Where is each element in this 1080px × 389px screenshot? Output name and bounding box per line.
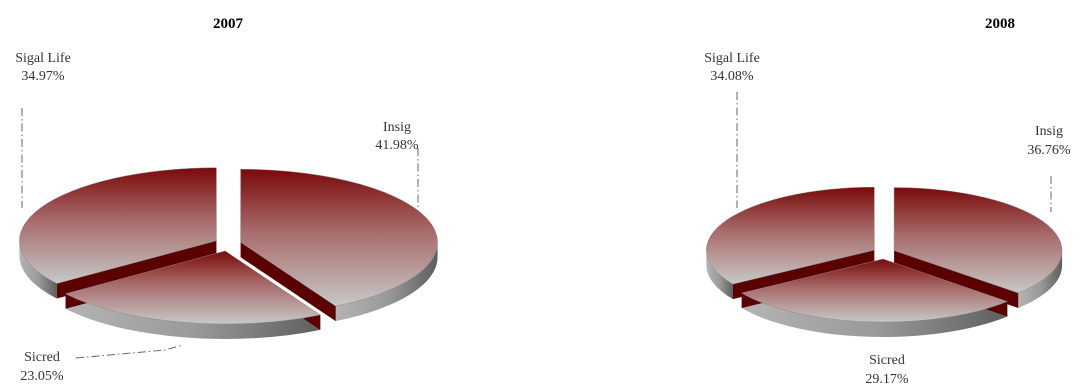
pie-slice-cut [240,242,336,322]
slice-value-label: 23.05% [20,369,64,384]
chart-title: 2008 [985,16,1015,32]
pie-slice-sigal-life [19,167,217,284]
slice-label: Insig [1035,124,1063,139]
pie-slice-side [335,242,438,322]
pie-slice-side [1018,250,1063,308]
slice-label: Sigal Life [15,51,71,66]
pie-slice-sicred [740,258,1009,323]
slice-label: Sicred [869,353,905,368]
pie-slice-sicred [64,250,321,325]
slice-value-label: 29.17% [865,372,909,387]
pie-slices [706,186,1063,338]
pie-slice-side [19,240,57,299]
pie-slice-insig [240,168,438,307]
slice-label: Sigal Life [704,51,760,66]
slice-value-label: 34.97% [21,69,65,84]
pie-slices [19,167,438,339]
chart-title: 2007 [213,16,244,32]
pie-chart-2007: 2007 Insig 41.98% Sigal Life 34.97% Sicr… [15,16,438,384]
slice-value-label: 41.98% [375,138,419,153]
pie-slice-cut [894,250,1019,308]
slice-value-label: 36.76% [1027,143,1071,158]
pie-slice-cut [56,240,217,299]
pie-chart-2008: 2008 Insig 36.76% Sigal Life 34.08% Sicr… [704,16,1071,387]
leader-line [75,344,184,359]
pie-slice-sigal-life [706,186,875,285]
slice-value-label: 34.08% [710,69,754,84]
pie-slice-side [706,250,733,300]
slice-label: Sicred [24,350,60,365]
pie-slice-side [741,293,1008,338]
pie-slice-side [65,293,321,339]
slice-label: Insig [383,120,411,135]
pie-slice-insig [893,187,1063,294]
